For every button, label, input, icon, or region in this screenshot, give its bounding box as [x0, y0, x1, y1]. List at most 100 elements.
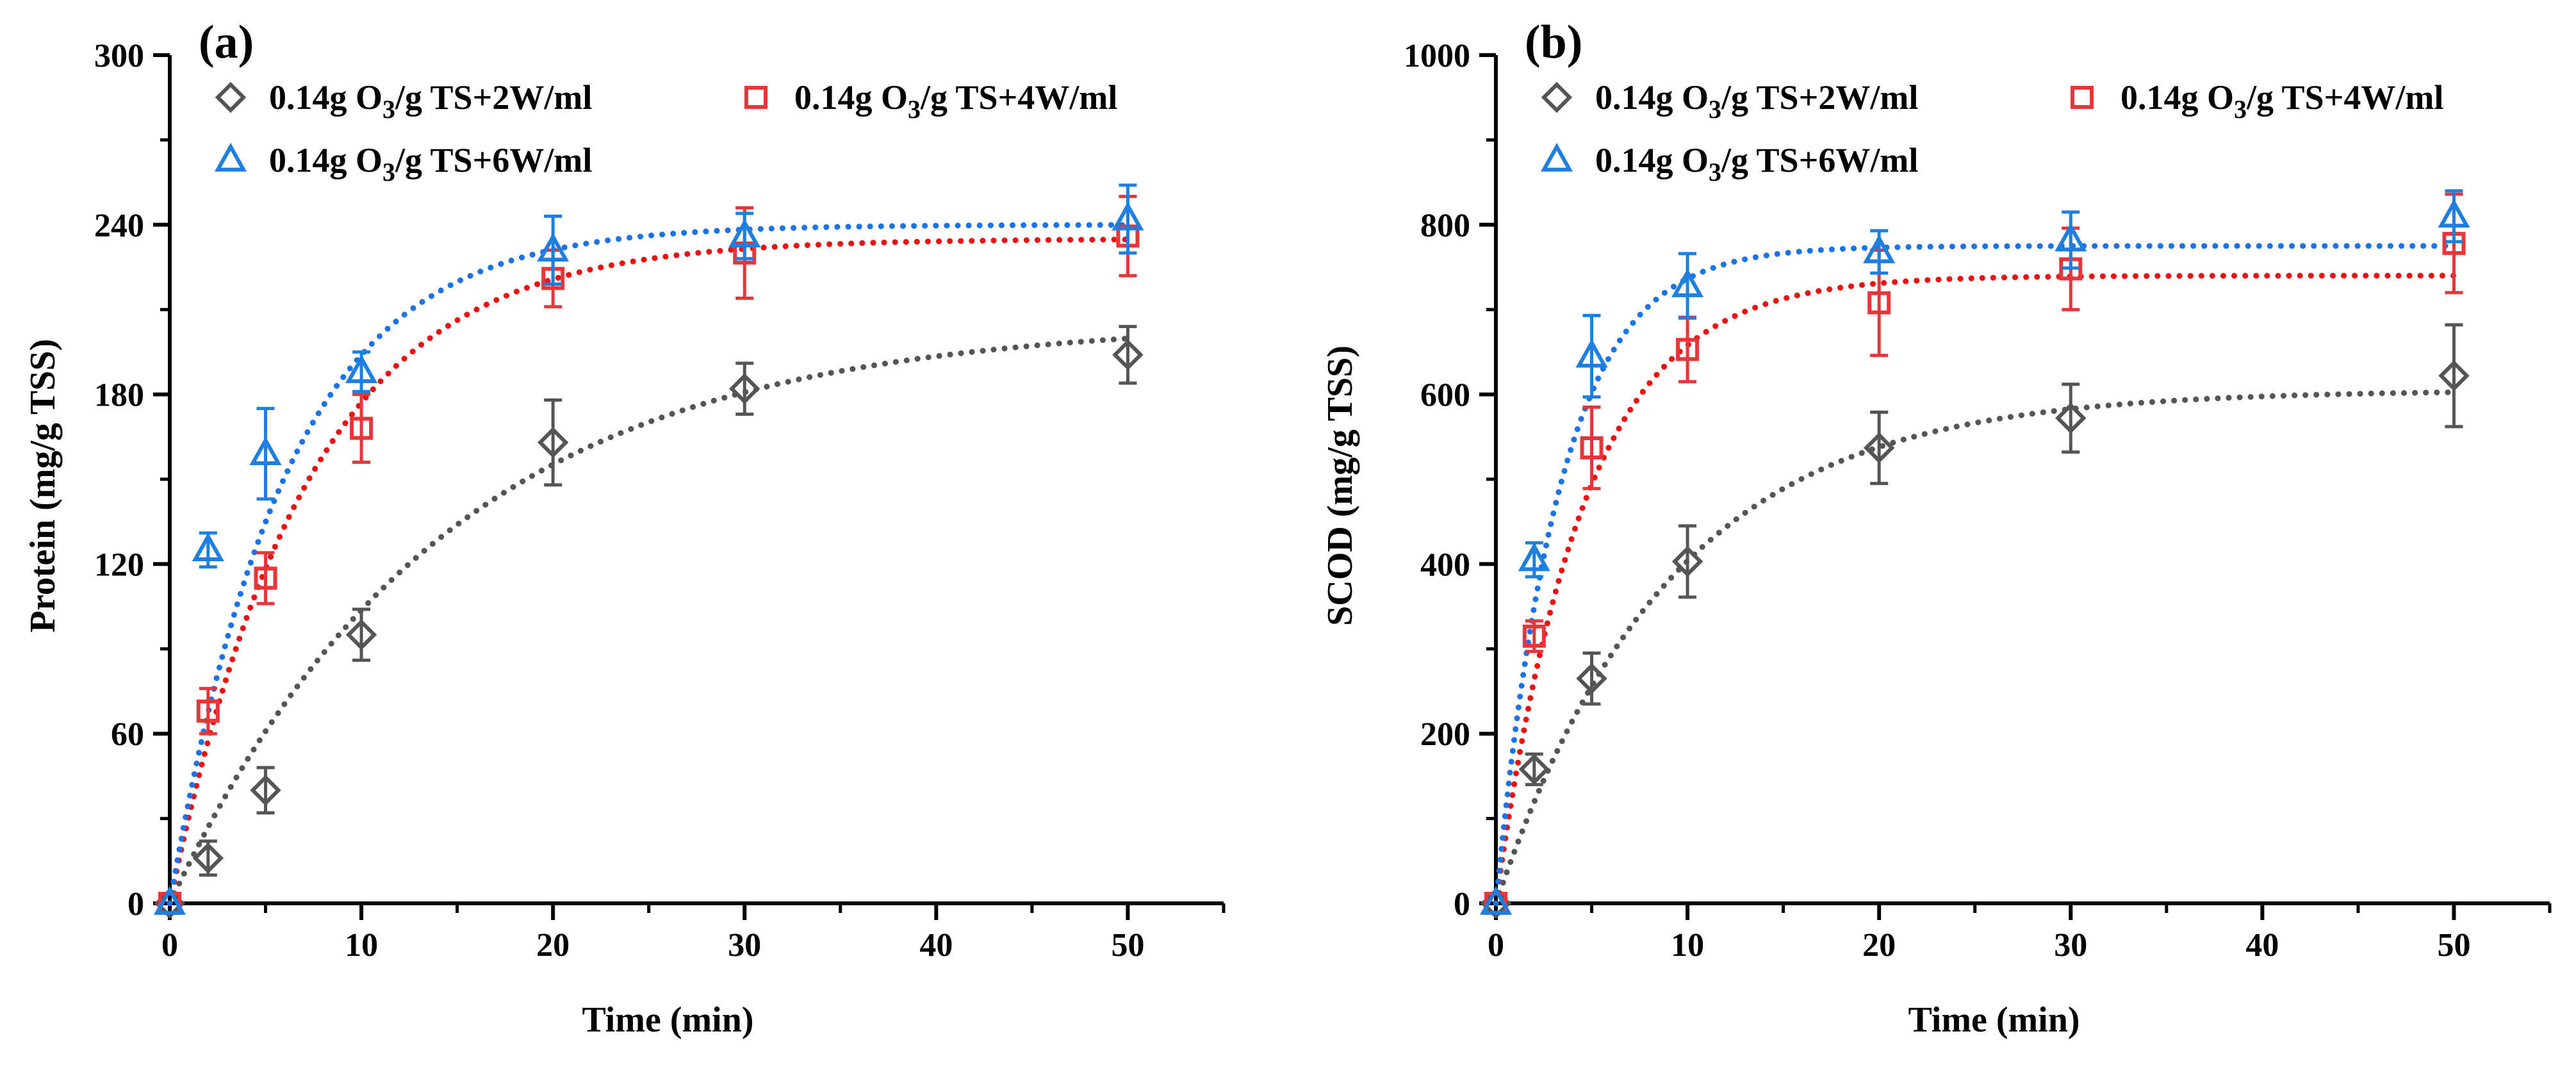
data-point: [254, 566, 277, 590]
data-point: [2438, 360, 2470, 391]
panel-b-scod-chart: 0 10 20 30 40 50 0 200 400 600 800 1000 Time (min) SC…: [1320, 16, 2552, 1040]
legend: 0.14g O3/g TS+2W/ml 0.14g O3/g TS+4W/ml0.…: [1540, 78, 2443, 186]
legend-label-rest: /g TS+2W/ml: [1721, 78, 1918, 117]
data-point: [249, 436, 282, 465]
legend-label: 0.14g O3/g TS+2W/ml: [1595, 78, 1918, 124]
legend-label-rest: /g TS+2W/ml: [395, 78, 592, 117]
series-2-points: [1479, 189, 2470, 915]
data-point: [728, 218, 761, 248]
data-point: [2055, 222, 2087, 252]
data-point: [250, 775, 281, 806]
data-point: [1867, 291, 1891, 315]
y-tick-label: 800: [1420, 208, 1470, 244]
x-tick-label: 10: [1671, 927, 1704, 964]
legend-item-0: 0.14g O3/g TS+2W/ml: [1541, 78, 1918, 124]
y-tick-label: 0: [1454, 886, 1470, 923]
legend-label-subscript: 3: [908, 95, 921, 124]
data-point: [1671, 268, 1704, 297]
x-tick-label: 30: [2054, 927, 2087, 964]
x-axis-title: Time (min): [582, 1000, 753, 1040]
data-point: [1580, 436, 1604, 460]
y-tick-label: 1000: [1404, 38, 1470, 74]
x-axis-title: Time (min): [1908, 1000, 2080, 1040]
x-tick-label: 10: [345, 927, 378, 964]
y-tick-label: 200: [1420, 716, 1470, 753]
data-point: [2438, 199, 2470, 228]
data-point: [537, 233, 570, 262]
data-point: [1671, 546, 1703, 577]
data-point: [350, 416, 373, 440]
legend-label-rest: /g TS+4W/ml: [920, 78, 1117, 117]
data-point: [1863, 234, 1896, 263]
series-2-points: [153, 183, 1144, 915]
legend-label-main: 0.14g O: [1595, 78, 1709, 117]
legend-label-subscript: 3: [382, 95, 395, 124]
legend-label-main: 0.14g O: [269, 141, 382, 179]
series-1-points: [158, 195, 1140, 915]
legend-label: 0.14g O3/g TS+2W/ml: [269, 78, 592, 124]
y-tick-label: 240: [94, 208, 144, 244]
data-point: [192, 532, 224, 562]
series-0-points: [1480, 323, 2470, 919]
legend: 0.14g O3/g TS+2W/ml 0.14g O3/g TS+4W/ml0.…: [214, 78, 1117, 186]
x-tick-label: 0: [161, 927, 178, 964]
data-point: [196, 699, 220, 723]
legend-label-main: 0.14g O: [1595, 141, 1709, 179]
x-tick-label: 40: [919, 927, 953, 964]
legend-item-2: 0.14g O3/g TS+6W/ml: [1540, 141, 1918, 186]
x-tick-label: 40: [2245, 927, 2279, 964]
data-point: [1479, 885, 1513, 915]
y-axis-title: SCOD (mg/g TSS): [1320, 345, 1360, 626]
y-axis-title: Protein (mg/g TSS): [23, 339, 63, 632]
data-point: [1863, 432, 1895, 464]
data-point: [729, 373, 760, 405]
legend-item-1: 0.14g O3/g TS+4W/ml: [744, 78, 1117, 124]
y-tick-label: 120: [94, 546, 144, 583]
fit-curve-series-0: [167, 335, 1131, 907]
data-point: [1522, 624, 1546, 648]
x-tick-label: 0: [1488, 927, 1504, 964]
y-tick-label: 60: [111, 716, 144, 753]
legend-label-rest: /g TS+6W/ml: [395, 141, 592, 179]
data-point: [345, 619, 377, 650]
data-point: [1576, 662, 1607, 694]
legend-label-main: 0.14g O: [269, 78, 382, 117]
legend-item-0: 0.14g O3/g TS+2W/ml: [215, 78, 592, 124]
data-point: [1518, 753, 1550, 785]
legend-marker: [214, 142, 247, 172]
x-tick-label: 20: [536, 927, 570, 964]
legend-label-subscript: 3: [2234, 95, 2247, 124]
panel-label: (a): [199, 16, 254, 69]
data-point: [1518, 542, 1550, 571]
y-tick-label: 0: [127, 886, 144, 923]
y-tick-label: 600: [1420, 377, 1470, 414]
legend-label-subscript: 3: [1709, 95, 1721, 124]
legend-label-subscript: 3: [1709, 158, 1721, 186]
x-tick-label: 20: [1862, 927, 1896, 964]
legend-label-subscript: 3: [382, 158, 395, 186]
data-point: [1112, 339, 1144, 371]
series-1-points: [1484, 192, 2466, 915]
legend-label: 0.14g O3/g TS+4W/ml: [2121, 78, 2443, 124]
y-tick-label: 400: [1420, 546, 1470, 583]
legend-label-rest: /g TS+4W/ml: [2246, 78, 2443, 117]
legend-label: 0.14g O3/g TS+6W/ml: [269, 141, 592, 186]
data-point: [1112, 201, 1144, 231]
fit-curve-series-2: [1493, 243, 2457, 907]
legend-marker: [1540, 142, 1573, 172]
legend-label-main: 0.14g O: [2121, 78, 2234, 117]
data-point: [1575, 338, 1608, 368]
fit-curve-series-1: [167, 236, 1131, 907]
legend-label-rest: /g TS+6W/ml: [1721, 141, 1918, 179]
legend-marker: [215, 81, 247, 113]
legend-label: 0.14g O3/g TS+6W/ml: [1595, 141, 1918, 186]
data-point: [192, 842, 224, 874]
x-tick-label: 50: [2437, 927, 2470, 964]
panel-label: (b): [1525, 16, 1582, 69]
legend-label: 0.14g O3/g TS+4W/ml: [794, 78, 1117, 124]
y-tick-label: 300: [94, 38, 144, 74]
legend-marker: [1541, 81, 1573, 113]
x-tick-label: 50: [1111, 927, 1144, 964]
series-0-points: [154, 325, 1144, 919]
